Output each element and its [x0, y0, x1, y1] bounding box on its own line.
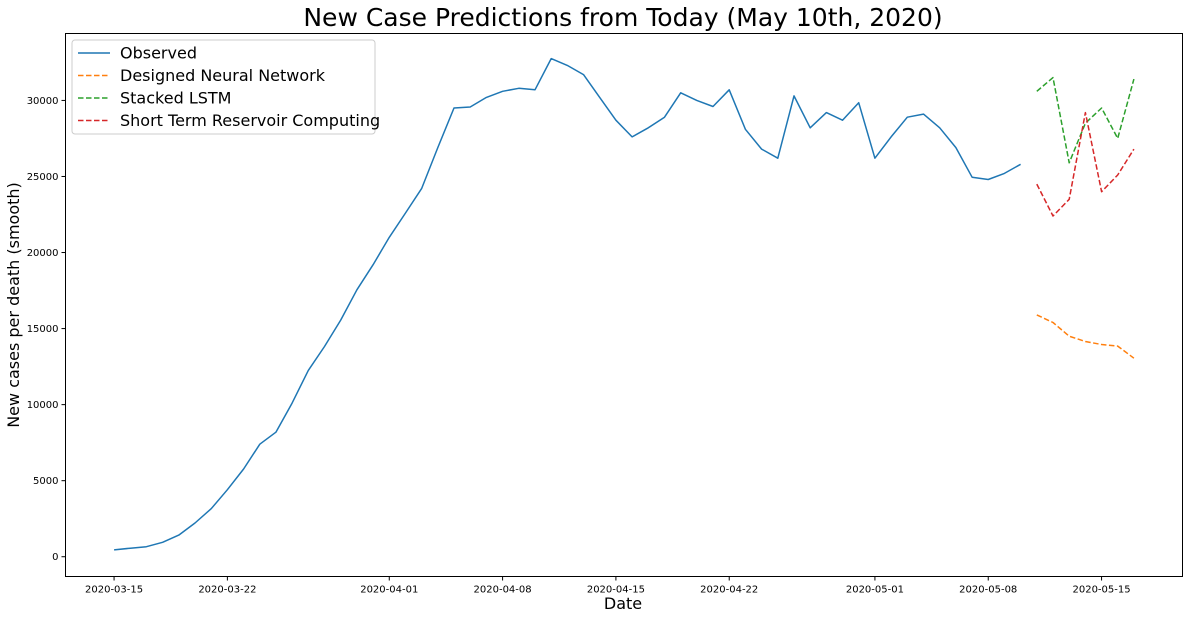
series-line-observed — [114, 57, 1021, 551]
chart-title: New Case Predictions from Today (May 10t… — [303, 3, 942, 32]
series-line-short-term-reservoir-computing — [1036, 111, 1135, 217]
x-tick-label: 2020-04-01 — [360, 585, 418, 596]
x-tick-label: 2020-04-22 — [700, 585, 758, 596]
x-tick-label: 2020-03-15 — [85, 585, 143, 596]
series-layer — [114, 57, 1135, 551]
legend-label: Short Term Reservoir Computing — [120, 111, 380, 130]
y-tick-label: 30000 — [27, 96, 59, 107]
x-tick-label: 2020-05-08 — [959, 585, 1017, 596]
y-tick-label: 10000 — [27, 400, 59, 411]
x-tick-label: 2020-05-01 — [846, 585, 904, 596]
y-tick-label: 20000 — [27, 248, 59, 259]
x-tick-label: 2020-04-15 — [587, 585, 645, 596]
legend-label: Designed Neural Network — [120, 66, 326, 85]
x-tick-label: 2020-03-22 — [198, 585, 256, 596]
plot-area — [65, 33, 1183, 577]
x-tick-label: 2020-05-15 — [1072, 585, 1130, 596]
y-tick-label: 15000 — [27, 324, 59, 335]
series-line-designed-neural-network — [1036, 314, 1135, 359]
legend-label: Stacked LSTM — [120, 89, 231, 108]
y-tick-label: 25000 — [27, 172, 59, 183]
x-tick-label: 2020-04-08 — [474, 585, 532, 596]
legend: Observed Designed Neural Network Stacked L… — [71, 39, 380, 135]
y-tick-label: 5000 — [33, 476, 58, 487]
y-tick-label: 0 — [52, 552, 58, 563]
legend-box — [71, 39, 376, 135]
x-axis-label: Date — [604, 594, 642, 613]
axis-ticks: 2020-03-15 2020-03-22 2020-04-01 2020-04-08… — [27, 96, 1131, 596]
legend-label: Observed — [120, 44, 197, 63]
series-line-stacked-lstm — [1036, 76, 1135, 164]
y-axis-label: New cases per death (smooth) — [4, 182, 23, 428]
